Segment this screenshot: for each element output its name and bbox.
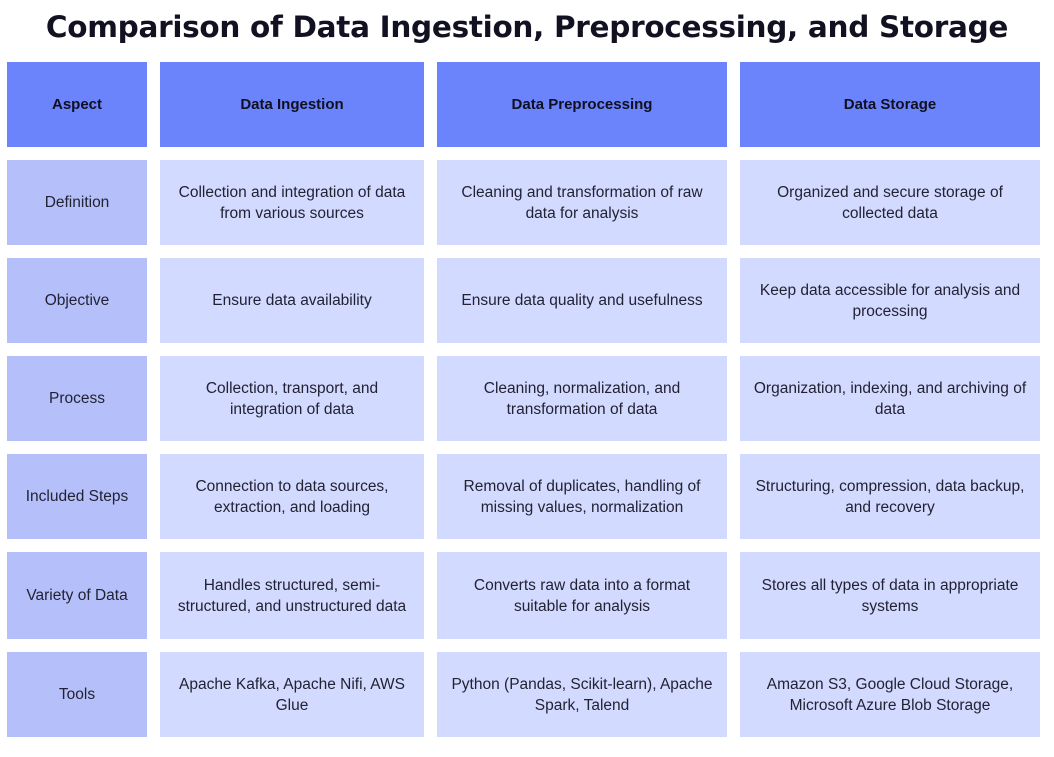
- row-header-definition: Definition: [7, 160, 147, 245]
- row-header-objective: Objective: [7, 258, 147, 343]
- table-cell: Amazon S3, Google Cloud Storage, Microso…: [740, 652, 1040, 737]
- table-cell: Structuring, compression, data backup, a…: [740, 454, 1040, 539]
- table-cell: Connection to data sources, extraction, …: [160, 454, 424, 539]
- table-cell: Ensure data quality and usefulness: [437, 258, 727, 343]
- table-cell: Cleaning and transformation of raw data …: [437, 160, 727, 245]
- row-header-tools: Tools: [7, 652, 147, 737]
- table-cell: Organized and secure storage of collecte…: [740, 160, 1040, 245]
- table-cell: Organization, indexing, and archiving of…: [740, 356, 1040, 441]
- page-title: Comparison of Data Ingestion, Preprocess…: [45, 10, 1009, 44]
- header-cell-data-ingestion: Data Ingestion: [160, 62, 424, 147]
- table-cell: Stores all types of data in appropriate …: [740, 552, 1040, 639]
- table-cell: Collection, transport, and integration o…: [160, 356, 424, 441]
- header-cell-aspect: Aspect: [7, 62, 147, 147]
- header-cell-data-storage: Data Storage: [740, 62, 1040, 147]
- row-header-included-steps: Included Steps: [7, 454, 147, 539]
- row-header-process: Process: [7, 356, 147, 441]
- table-cell: Apache Kafka, Apache Nifi, AWS Glue: [160, 652, 424, 737]
- row-header-variety-of-data: Variety of Data: [7, 552, 147, 639]
- table-cell: Removal of duplicates, handling of missi…: [437, 454, 727, 539]
- table-cell: Ensure data availability: [160, 258, 424, 343]
- table-cell: Python (Pandas, Scikit-learn), Apache Sp…: [437, 652, 727, 737]
- header-cell-data-preprocessing: Data Preprocessing: [437, 62, 727, 147]
- comparison-table: Aspect Data Ingestion Data Preprocessing…: [7, 62, 1040, 737]
- table-cell: Cleaning, normalization, and transformat…: [437, 356, 727, 441]
- table-cell: Handles structured, semi-structured, and…: [160, 552, 424, 639]
- table-cell: Converts raw data into a format suitable…: [437, 552, 727, 639]
- table-cell: Collection and integration of data from …: [160, 160, 424, 245]
- table-cell: Keep data accessible for analysis and pr…: [740, 258, 1040, 343]
